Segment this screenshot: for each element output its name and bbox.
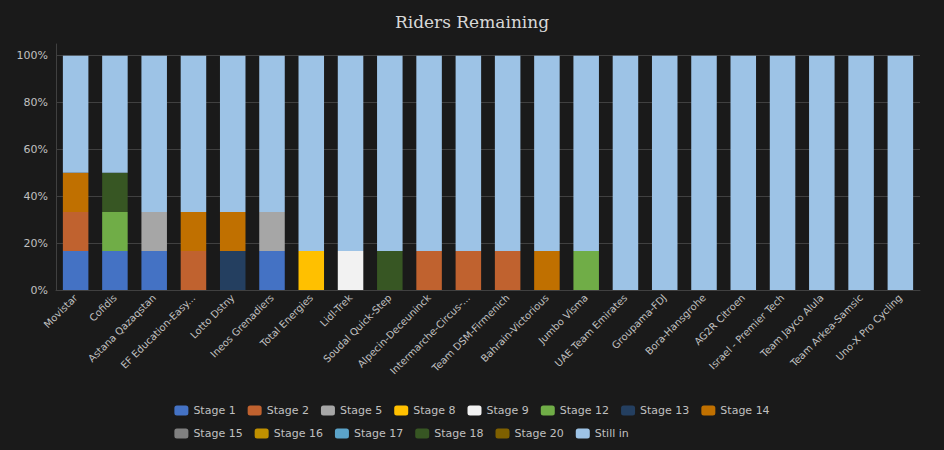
svg-text:EF Education-Easy...: EF Education-Easy... <box>119 292 198 371</box>
svg-text:Israel - Premier Tech: Israel - Premier Tech <box>707 292 786 371</box>
svg-text:Astana Qazaqstan: Astana Qazaqstan <box>86 292 158 364</box>
svg-text:Cofidis: Cofidis <box>87 292 119 324</box>
svg-text:Stage 5: Stage 5 <box>340 404 382 417</box>
svg-text:Stage 8: Stage 8 <box>413 404 455 417</box>
svg-text:Stage 14: Stage 14 <box>720 404 769 417</box>
svg-text:Stage 18: Stage 18 <box>434 427 483 440</box>
svg-text:Stage 1: Stage 1 <box>193 404 235 417</box>
svg-text:0%: 0% <box>31 284 48 297</box>
svg-text:Stage 2: Stage 2 <box>267 404 309 417</box>
svg-text:Bora-Hansgrohe: Bora-Hansgrohe <box>643 292 708 357</box>
svg-text:Stage 17: Stage 17 <box>354 427 403 440</box>
svg-text:Intermarche-Circus-...: Intermarche-Circus-... <box>388 292 472 376</box>
svg-text:Movistar: Movistar <box>42 291 81 330</box>
svg-text:60%: 60% <box>24 143 48 156</box>
svg-text:Stage 16: Stage 16 <box>274 427 323 440</box>
svg-text:AG2R Citroen: AG2R Citroen <box>692 292 748 348</box>
svg-text:100%: 100% <box>17 49 48 62</box>
svg-text:Ineos Grenadiers: Ineos Grenadiers <box>208 292 276 360</box>
svg-text:Stage 9: Stage 9 <box>487 404 529 417</box>
svg-text:Stage 12: Stage 12 <box>560 404 609 417</box>
svg-text:Uno-X Pro Cycling: Uno-X Pro Cycling <box>834 292 904 362</box>
svg-text:Team DSM-Firmenich: Team DSM-Firmenich <box>429 292 511 374</box>
svg-text:Riders Remaining: Riders Remaining <box>395 12 549 32</box>
svg-text:Alpecin-Deceuninck: Alpecin-Deceuninck <box>355 292 433 370</box>
svg-text:40%: 40% <box>24 190 48 203</box>
svg-text:Team Jayco Alula: Team Jayco Alula <box>758 292 826 360</box>
svg-text:Lidl-Trek: Lidl-Trek <box>318 292 355 329</box>
svg-text:Stage 15: Stage 15 <box>193 427 242 440</box>
svg-text:Still in: Still in <box>595 427 629 440</box>
svg-text:Bahrain-Victorious: Bahrain-Victorious <box>479 292 551 364</box>
svg-text:Stage 20: Stage 20 <box>514 427 563 440</box>
svg-text:Soudal Quick-Step: Soudal Quick-Step <box>321 292 394 365</box>
svg-text:Stage 13: Stage 13 <box>640 404 689 417</box>
svg-text:UAE Team Emirates: UAE Team Emirates <box>553 292 630 369</box>
svg-text:Jumbo Visma: Jumbo Visma <box>536 292 591 346</box>
svg-text:80%: 80% <box>24 96 48 109</box>
svg-text:Total Energies: Total Energies <box>257 292 315 350</box>
svg-text:Lotto Dstny: Lotto Dstny <box>188 292 237 341</box>
svg-text:Team Arkea-Samsic: Team Arkea-Samsic <box>788 292 865 369</box>
svg-text:20%: 20% <box>24 237 48 250</box>
svg-text:Groupama-FDJ: Groupama-FDJ <box>609 292 669 351</box>
